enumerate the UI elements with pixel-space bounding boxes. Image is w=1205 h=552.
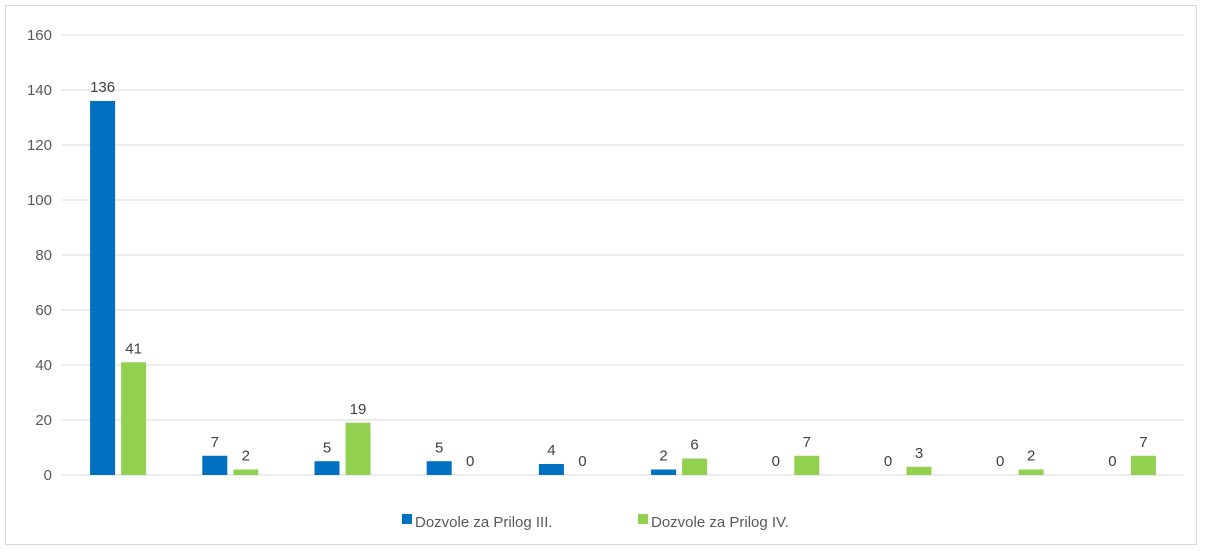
data-label: 0 bbox=[1108, 453, 1116, 470]
bar-series-2 bbox=[1130, 455, 1156, 475]
data-label: 0 bbox=[884, 453, 892, 470]
bar-series-2 bbox=[1018, 469, 1044, 475]
data-label: 4 bbox=[547, 442, 555, 459]
data-label: 2 bbox=[1027, 448, 1035, 465]
y-tick-label: 160 bbox=[27, 27, 52, 44]
legend-swatch-series-1 bbox=[402, 514, 412, 524]
bar-series-2 bbox=[906, 466, 932, 475]
gridlines bbox=[62, 34, 1184, 476]
bar-series-1 bbox=[90, 101, 116, 475]
data-labels: 136 7 5 5 4 2 0 0 0 0 41 2 19 0 0 6 7 3 2 7 bbox=[90, 79, 1147, 470]
legend: Dozvole za Prilog III. Dozvole za Prilog… bbox=[402, 514, 789, 531]
y-tick-label: 140 bbox=[27, 82, 52, 99]
data-label: 6 bbox=[690, 437, 698, 454]
bar-series-2 bbox=[233, 469, 259, 475]
bar-series-1 bbox=[651, 469, 677, 475]
data-label: 7 bbox=[803, 434, 811, 451]
y-tick-label: 120 bbox=[27, 137, 52, 154]
data-label: 5 bbox=[435, 439, 443, 456]
legend-swatch-series-2 bbox=[638, 514, 648, 524]
data-label: 3 bbox=[915, 445, 923, 462]
y-tick-label: 40 bbox=[35, 357, 52, 374]
data-label: 0 bbox=[996, 453, 1004, 470]
data-label: 0 bbox=[772, 453, 780, 470]
data-label: 0 bbox=[578, 453, 586, 470]
bar-series-2 bbox=[345, 422, 371, 475]
data-label: 7 bbox=[211, 434, 219, 451]
legend-label-series-1: Dozvole za Prilog III. bbox=[415, 514, 553, 531]
data-label: 0 bbox=[466, 453, 474, 470]
bars bbox=[90, 101, 1156, 475]
data-label: 2 bbox=[242, 448, 250, 465]
bar-series-1 bbox=[538, 464, 564, 475]
legend-label-series-2: Dozvole za Prilog IV. bbox=[651, 514, 789, 531]
data-label: 2 bbox=[659, 448, 667, 465]
bar-series-1 bbox=[202, 455, 228, 475]
bar-series-2 bbox=[682, 458, 708, 475]
data-label: 41 bbox=[125, 340, 142, 357]
y-tick-label: 80 bbox=[35, 247, 52, 264]
y-axis-ticks: 0 20 40 60 80 100 120 140 160 bbox=[27, 27, 52, 484]
y-tick-label: 20 bbox=[35, 412, 52, 429]
data-label: 19 bbox=[350, 401, 367, 418]
y-tick-label: 100 bbox=[27, 192, 52, 209]
data-label: 7 bbox=[1139, 434, 1147, 451]
y-tick-label: 0 bbox=[44, 467, 52, 484]
bar-series-1 bbox=[426, 461, 452, 475]
data-label: 136 bbox=[90, 79, 115, 96]
bar-series-2 bbox=[121, 362, 147, 475]
bar-series-1 bbox=[314, 461, 340, 475]
chart-container: 0 20 40 60 80 100 120 140 160 136 7 5 5 4 2 0 0 0 0 41 2 19 0… bbox=[5, 5, 1197, 545]
bar-series-2 bbox=[794, 455, 820, 475]
y-tick-label: 60 bbox=[35, 302, 52, 319]
data-label: 5 bbox=[323, 439, 331, 456]
